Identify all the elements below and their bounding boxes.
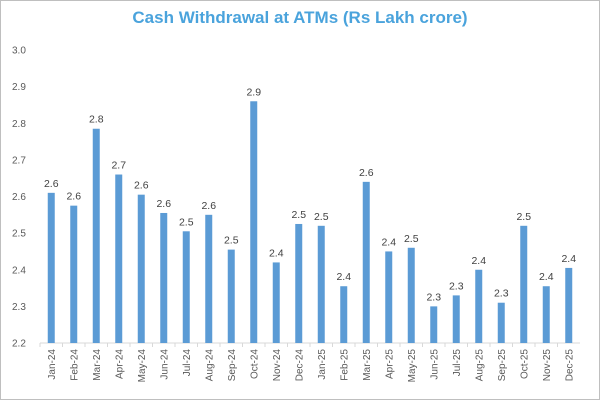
- x-tick-label: Oct-24: [249, 349, 260, 379]
- y-tick-label: 2.7: [12, 155, 26, 166]
- bar: [497, 302, 505, 343]
- bar: [70, 205, 78, 343]
- x-tick-label: Aug-25: [474, 349, 485, 382]
- data-label: 2.5: [179, 216, 194, 228]
- data-label: 2.7: [111, 160, 126, 172]
- bar: [542, 286, 550, 343]
- bar: [250, 101, 258, 344]
- y-tick-label: 2.8: [12, 119, 26, 130]
- x-tick-label: Aug-24: [204, 349, 215, 382]
- y-tick-label: 2.9: [12, 82, 26, 93]
- data-label: 2.6: [66, 191, 81, 203]
- data-label: 2.6: [156, 198, 171, 210]
- bar: [362, 181, 370, 343]
- x-tick-label: Mar-24: [92, 349, 103, 381]
- data-label: 2.4: [336, 271, 351, 283]
- bar: [407, 247, 415, 343]
- data-label: 2.6: [134, 180, 149, 192]
- x-tick-label: Sep-24: [227, 349, 238, 382]
- x-tick-label: Jul-24: [182, 349, 193, 377]
- x-tick-label: Feb-24: [69, 349, 80, 381]
- bar: [385, 251, 393, 343]
- data-label: 2.4: [381, 236, 396, 248]
- bar: [317, 225, 325, 343]
- data-label: 2.3: [449, 280, 464, 292]
- data-label: 2.4: [471, 255, 486, 267]
- x-tick-label: Jun-24: [159, 349, 170, 380]
- bar: [137, 194, 145, 343]
- x-tick-label: Sep-25: [497, 349, 508, 382]
- data-label: 2.5: [314, 211, 329, 223]
- x-tick-label: Oct-25: [519, 349, 530, 379]
- y-tick-label: 2.5: [12, 229, 26, 240]
- x-tick-label: Jan-24: [47, 349, 58, 380]
- x-tick-label: Dec-25: [564, 349, 575, 382]
- data-label: 2.4: [269, 247, 284, 259]
- data-label: 2.9: [246, 86, 261, 98]
- y-tick-label: 2.4: [12, 265, 26, 276]
- data-label: 2.5: [516, 211, 531, 223]
- bar: [47, 192, 55, 343]
- x-tick-label: Mar-25: [362, 349, 373, 381]
- data-label: 2.6: [201, 200, 216, 212]
- bar: [227, 249, 235, 343]
- bar: [115, 174, 123, 343]
- x-tick-label: Nov-24: [272, 349, 283, 382]
- bar: [430, 306, 438, 343]
- bar: [452, 295, 460, 343]
- y-tick-label: 2.3: [12, 302, 26, 313]
- bar: [160, 212, 168, 343]
- x-tick-label: May-25: [407, 349, 418, 383]
- bar: [565, 267, 573, 343]
- x-tick-label: Jan-25: [317, 349, 328, 380]
- data-label: 2.5: [224, 235, 239, 247]
- x-tick-label: Feb-25: [339, 349, 350, 381]
- y-tick-label: 2.2: [12, 339, 26, 350]
- data-label: 2.3: [494, 288, 509, 300]
- x-tick-label: Nov-25: [542, 349, 553, 382]
- x-tick-label: Jul-25: [452, 349, 463, 377]
- x-tick-label: Dec-24: [294, 349, 305, 382]
- bar: [295, 223, 303, 343]
- bar: [272, 262, 280, 343]
- bar: [475, 269, 483, 343]
- data-label: 2.3: [426, 291, 441, 303]
- bar: [205, 214, 213, 343]
- data-label: 2.6: [359, 167, 374, 179]
- x-tick-label: Apr-24: [114, 349, 125, 379]
- bar: [340, 286, 348, 343]
- x-tick-label: Jun-25: [429, 349, 440, 380]
- bar: [520, 225, 528, 343]
- bar: [182, 231, 190, 343]
- y-tick-label: 2.6: [12, 192, 26, 203]
- x-tick-label: Apr-25: [384, 349, 395, 379]
- chart-title: Cash Withdrawal at ATMs (Rs Lakh crore): [132, 8, 468, 27]
- data-label: 2.5: [291, 209, 306, 221]
- data-label: 2.4: [539, 271, 554, 283]
- x-tick-label: May-24: [137, 349, 148, 383]
- y-tick-label: 3.0: [12, 46, 26, 57]
- data-label: 2.4: [561, 253, 576, 265]
- data-label: 2.6: [44, 178, 59, 190]
- data-label: 2.5: [404, 233, 419, 245]
- data-label: 2.8: [89, 114, 104, 126]
- bar: [92, 128, 100, 343]
